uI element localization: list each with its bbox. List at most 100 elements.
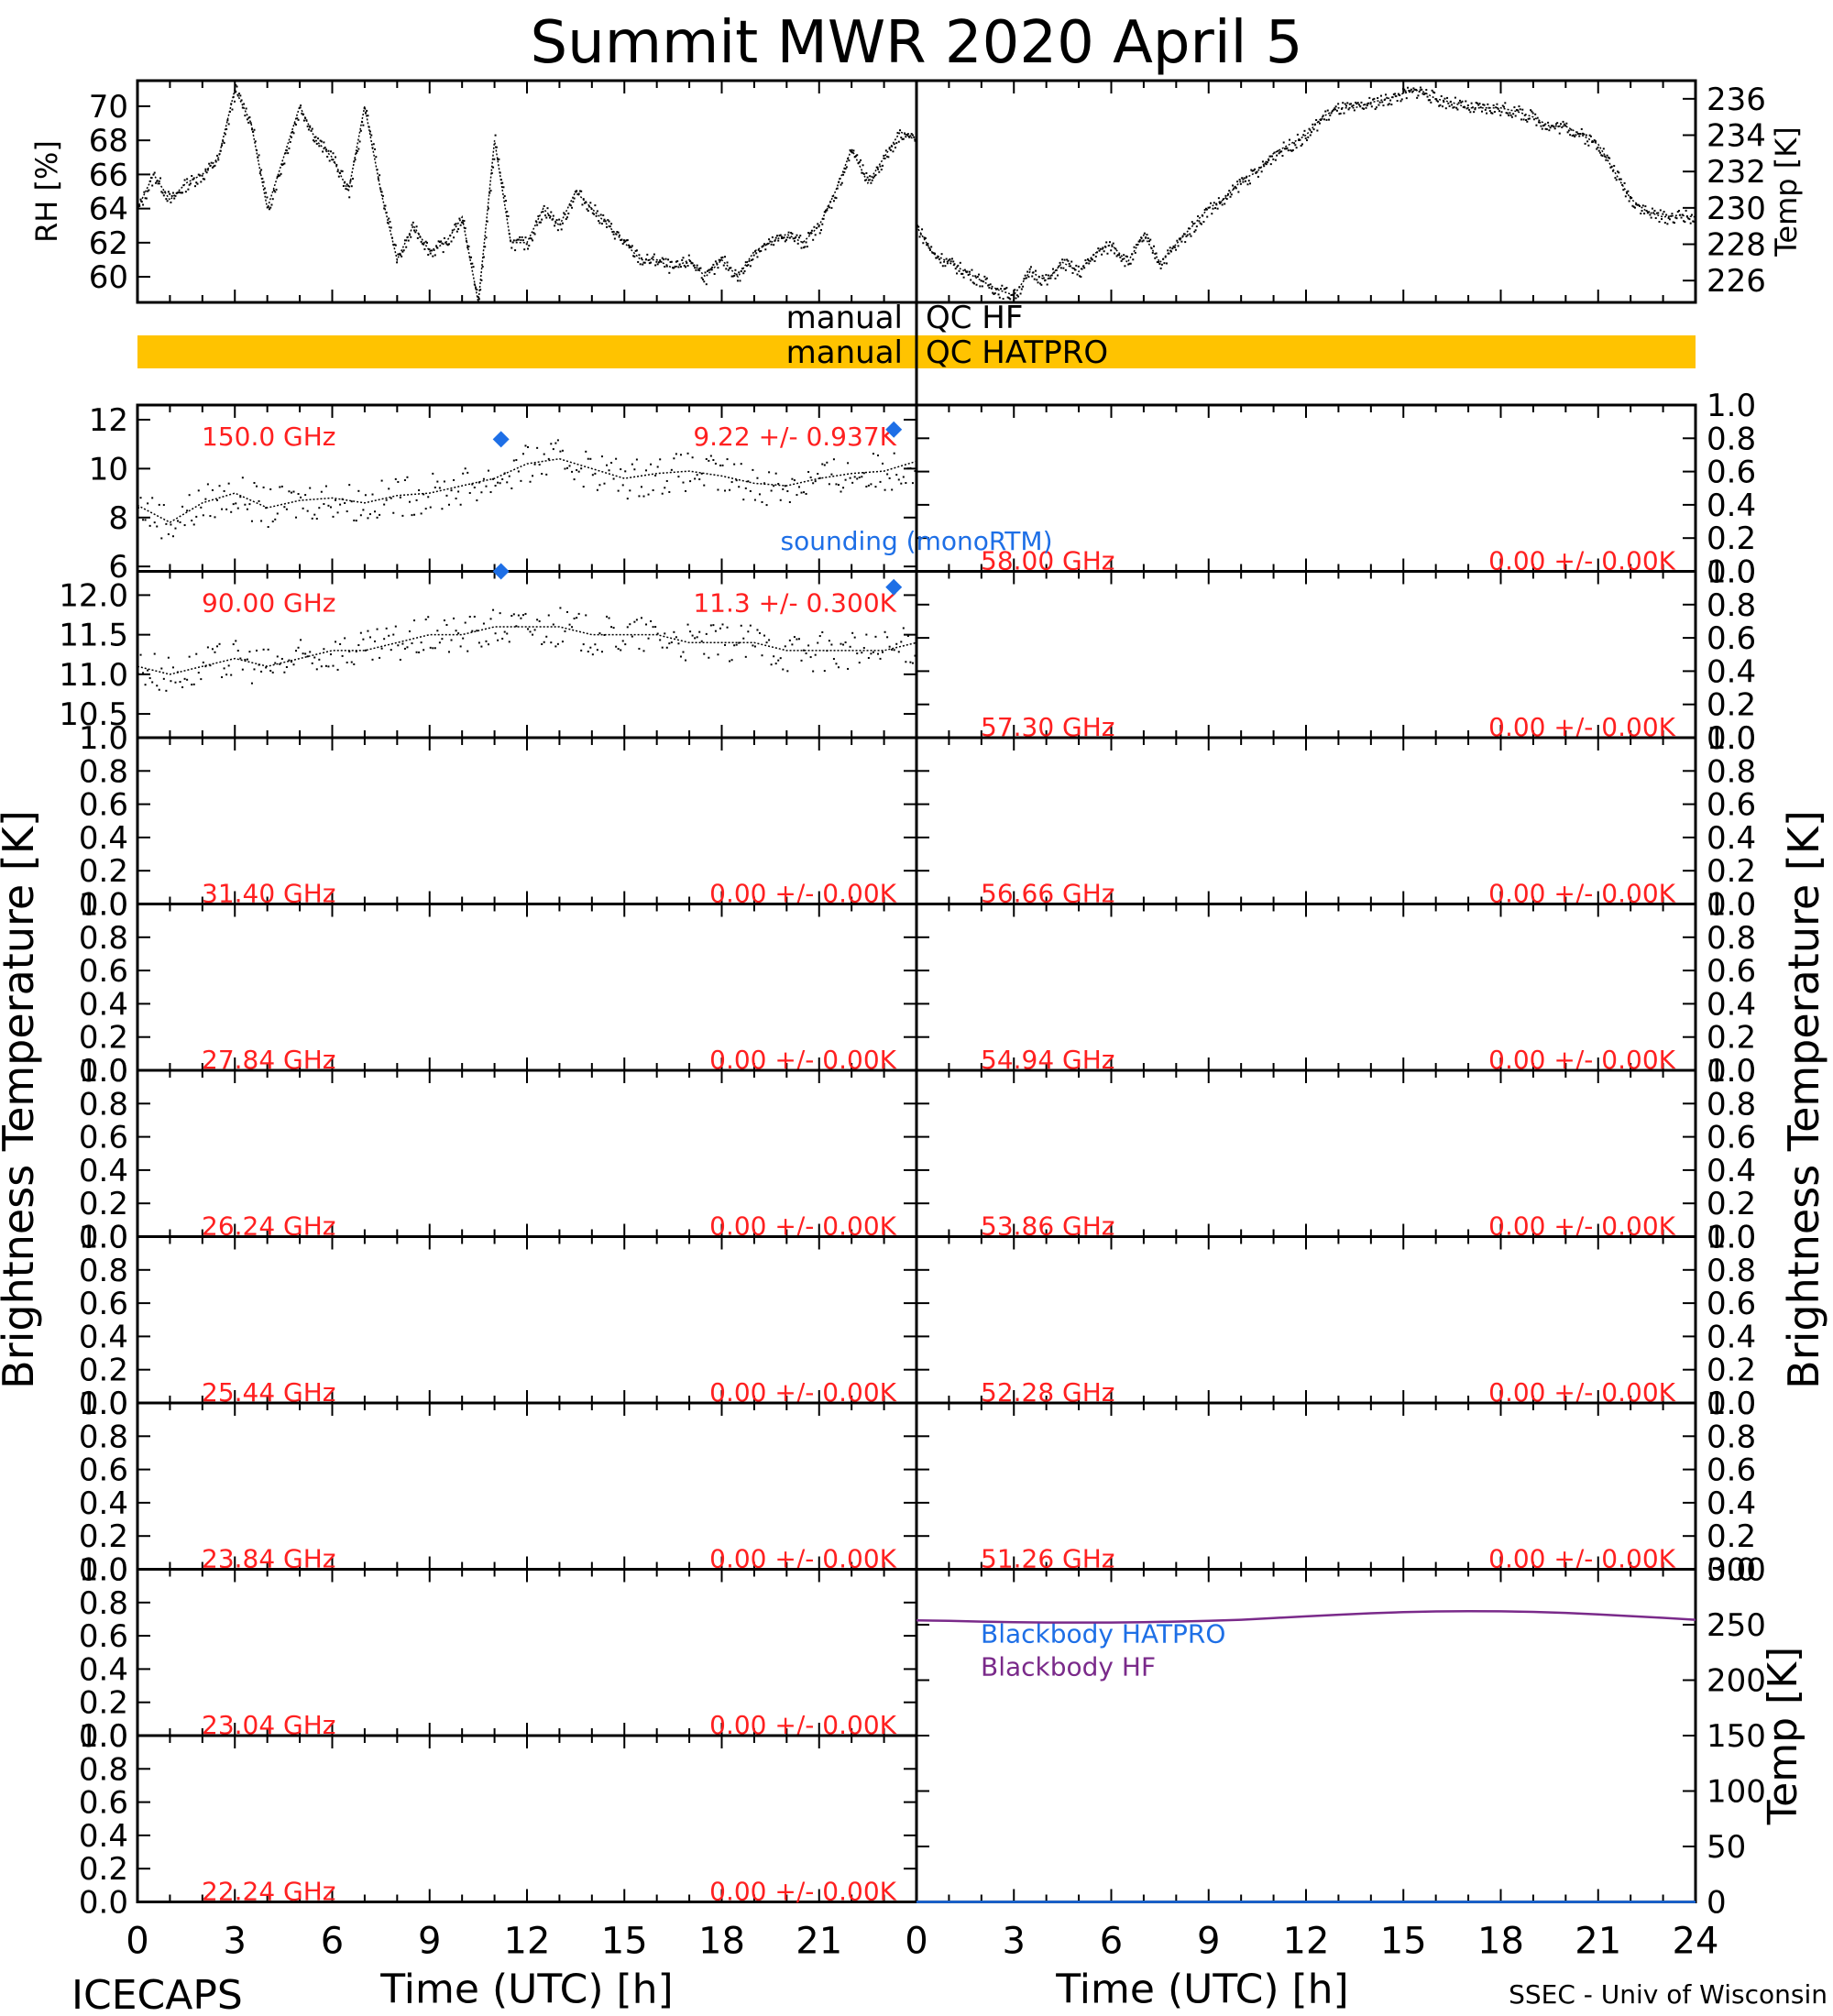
tb-150-sample-dot: [536, 446, 539, 449]
tb-90-sample-dot: [466, 650, 469, 652]
rh-sample-dot: [790, 232, 793, 235]
temp-sample-dot: [946, 262, 949, 265]
rh-sample-dot: [720, 257, 723, 259]
temp-sample-dot: [1071, 271, 1074, 274]
tb-150-sample-dot: [253, 481, 256, 484]
rh-sample-dot: [517, 238, 520, 241]
temp-sample-dot: [1600, 154, 1603, 157]
temp-sample-dot: [1084, 259, 1087, 262]
tb-150-sample-dot: [879, 480, 882, 483]
temp-sample-dot: [1047, 274, 1049, 277]
rh-sample-dot: [147, 190, 149, 192]
temp-sample-dot: [1206, 215, 1209, 218]
tb-22.24-ytick-label: 0.4: [79, 1818, 128, 1855]
rh-sample-dot: [814, 234, 817, 236]
tb-150-sample-dot: [221, 508, 224, 510]
temp-sample-dot: [1304, 137, 1307, 139]
tb-150-sample-dot: [719, 464, 721, 466]
temp-sample-dot: [1307, 136, 1310, 138]
tb-90-sample-dot: [659, 639, 662, 641]
rh-sample-dot: [835, 197, 838, 200]
rh-sample-dot: [523, 248, 526, 251]
tb-90-sample-dot: [617, 648, 620, 651]
temp-sample-dot: [1486, 112, 1488, 115]
temp-sample-dot: [1023, 278, 1026, 280]
rh-sample-dot: [828, 206, 830, 209]
rh-sample-dot: [341, 170, 344, 172]
rh-sample-dot: [166, 200, 169, 203]
rh-sample-dot: [677, 266, 680, 268]
tb-56.66-ytick-label: 0.6: [1707, 787, 1756, 824]
rh-sample-dot: [661, 257, 664, 259]
tb-150-sample-dot: [441, 508, 444, 510]
temp-sample-dot: [919, 233, 922, 236]
temp-sample-dot: [1151, 251, 1154, 254]
tb-150-sample-dot: [411, 514, 413, 517]
temp-sample-dot: [989, 283, 992, 286]
rh-frame: [136, 79, 918, 304]
temp-sample-dot: [1024, 274, 1026, 277]
tb-150-sample-dot: [344, 502, 346, 504]
temp-sample-dot: [958, 269, 960, 272]
tb-90-sample-dot: [791, 643, 794, 646]
temp-sample-dot: [1068, 262, 1070, 265]
tb-90-sample-dot: [192, 683, 195, 685]
tb-150-sample-dot: [550, 443, 553, 445]
rh-sample-dot: [638, 254, 641, 257]
temp-sample-dot: [1671, 213, 1674, 215]
tb-57.30-ytick-label: 0.2: [1707, 687, 1756, 724]
tb-150-sample-dot: [250, 520, 253, 522]
tb-90-sample-dot: [596, 649, 598, 652]
tb-150-sample-dot: [738, 486, 741, 488]
rh-sample-dot: [202, 178, 204, 181]
rh-sample-dot: [384, 204, 387, 207]
rh-sample-dot: [169, 192, 171, 195]
tb-150-sample-dot: [538, 464, 541, 466]
tb-90-sample-dot: [315, 668, 318, 671]
tb-150-sample-dot: [842, 487, 845, 489]
temp-sample-dot: [1022, 285, 1025, 288]
temp-sample-dot: [1351, 105, 1354, 108]
tb-90-sample-dot: [501, 637, 504, 640]
rh-sample-dot: [445, 243, 448, 246]
rh-sample-dot: [536, 224, 539, 226]
rh-sample-dot: [480, 279, 483, 281]
rh-sample-dot: [858, 160, 861, 163]
rh-sample-dot: [603, 218, 606, 221]
tb-90-sample-dot: [165, 689, 168, 692]
temp-sample-dot: [1644, 205, 1647, 208]
tb-90-sample-dot: [761, 654, 763, 657]
temp-sample-dot: [1075, 264, 1078, 267]
temp-sample-dot: [1067, 259, 1070, 262]
tb-150-sample-dot: [556, 439, 559, 442]
tb-150-sample-dot: [830, 473, 833, 476]
temp-sample-dot: [993, 292, 995, 295]
temp-sample-dot: [1509, 112, 1511, 115]
rh-sample-dot: [203, 178, 206, 181]
temp-sample-dot: [1409, 90, 1411, 93]
tb-150-sample-dot: [517, 470, 520, 473]
temp-sample-dot: [1465, 100, 1467, 103]
temp-ylabel: Temp [K]: [1769, 126, 1804, 257]
tb-90-sample-dot: [902, 627, 905, 630]
tb-150-sample-dot: [364, 494, 367, 497]
temp-sample-dot: [1057, 274, 1059, 277]
tb-31.40-ytick-label: 0.4: [79, 820, 128, 857]
temp-sample-dot: [1574, 136, 1576, 138]
temp-sample-dot: [1611, 170, 1614, 172]
rh-sample-dot: [490, 171, 493, 174]
tb-150-sample-dot: [612, 477, 615, 480]
tb-150-sample-dot: [279, 486, 281, 488]
temp-sample-dot: [1553, 126, 1555, 128]
temp-sample-dot: [1532, 118, 1535, 121]
rh-sample-dot: [643, 261, 646, 264]
tb-23.04-ytick-label: 0.8: [79, 1585, 128, 1622]
rh-sample-dot: [736, 279, 739, 282]
tb-90-sample-dot: [777, 659, 780, 662]
rh-sample-dot: [726, 261, 729, 264]
rh-sample-dot: [402, 249, 405, 252]
tb-90-sample-dot: [561, 641, 564, 643]
temp-sample-dot: [1337, 103, 1340, 105]
temp-sample-dot: [1483, 104, 1486, 106]
tb-150-sample-dot: [545, 473, 548, 476]
